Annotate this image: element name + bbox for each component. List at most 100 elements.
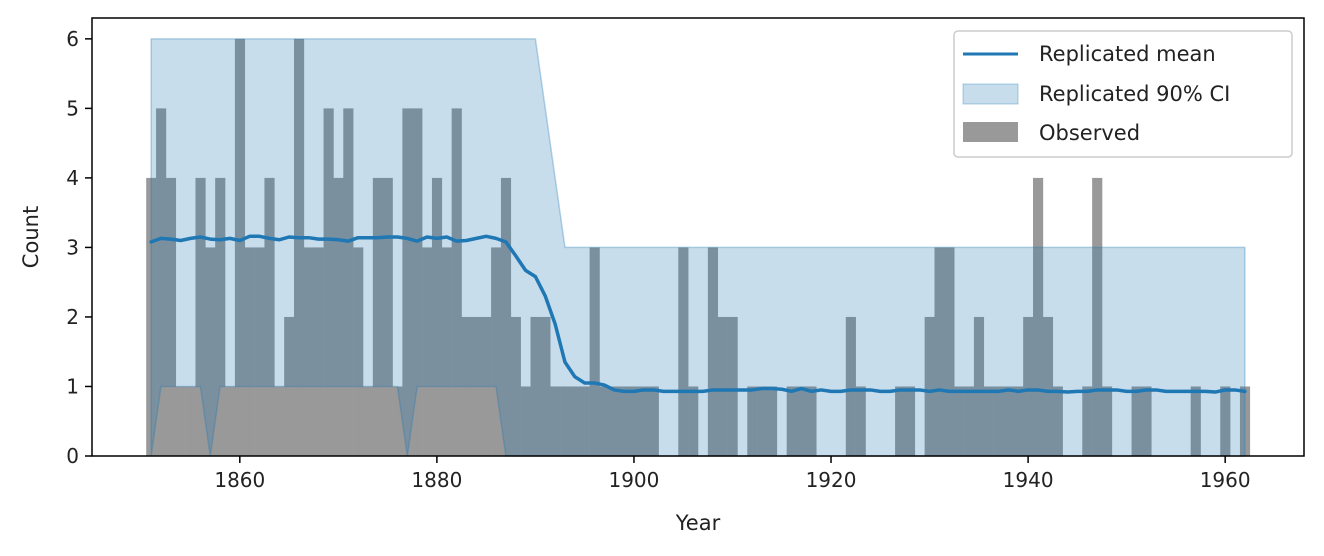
observed-bar	[284, 316, 295, 456]
observed-bar	[1042, 316, 1054, 456]
observed-bar	[619, 386, 630, 456]
observed-bar	[274, 386, 285, 456]
observed-bar	[412, 108, 423, 456]
y-tick-label: 1	[66, 374, 79, 398]
observed-bar	[560, 386, 571, 456]
observed-bar	[796, 386, 807, 456]
observed-bar	[343, 108, 354, 456]
observed-bar	[1013, 386, 1024, 456]
x-axis-label: Year	[675, 511, 721, 535]
y-tick-label: 2	[66, 305, 79, 329]
observed-bar	[1023, 316, 1034, 456]
observed-bar	[747, 386, 758, 456]
observed-bar	[983, 386, 994, 456]
observed-bar	[688, 386, 699, 456]
x-tick-label: 1900	[608, 468, 659, 492]
y-axis-label: Count	[19, 206, 43, 268]
observed-bar	[1131, 386, 1142, 456]
observed-bar	[944, 247, 955, 456]
observed-bar	[264, 177, 275, 456]
observed-bar	[294, 38, 305, 457]
legend: Replicated mean Replicated 90% CI Observ…	[953, 30, 1293, 158]
observed-bar	[954, 386, 965, 456]
observed-bar	[707, 247, 718, 456]
observed-bar	[303, 247, 314, 456]
observed-bar	[372, 177, 383, 456]
observed-bar	[441, 247, 452, 456]
observed-bar	[205, 247, 216, 456]
observed-bar	[1003, 386, 1014, 456]
observed-bar	[569, 386, 581, 456]
y-tick-label: 4	[66, 166, 79, 190]
observed-bar	[717, 316, 728, 456]
y-tick-label: 5	[66, 96, 79, 120]
observed-bar	[727, 316, 738, 456]
observed-bar	[431, 177, 443, 456]
x-tick-label: 1860	[214, 468, 265, 492]
observed-bar	[648, 386, 659, 456]
observed-bar	[313, 247, 324, 456]
observed-bars	[146, 38, 1251, 457]
observed-bar	[461, 316, 472, 456]
observed-bar	[599, 386, 610, 456]
observed-bar	[333, 177, 344, 456]
legend-observed-swatch	[963, 122, 1018, 142]
observed-bar	[806, 386, 817, 456]
observed-bar	[993, 386, 1004, 456]
observed-bar	[1033, 177, 1044, 456]
observed-bar	[1052, 386, 1063, 456]
observed-bar	[973, 316, 985, 456]
observed-bar	[451, 108, 462, 456]
observed-bar	[520, 386, 531, 456]
x-tick-label: 1940	[1003, 468, 1054, 492]
observed-bar	[244, 247, 255, 456]
observed-bar	[589, 247, 600, 456]
x-axis-ticks: 1860 1880 1900 1920 1940 1960	[214, 456, 1251, 492]
mean-line	[149, 234, 1247, 394]
observed-bar	[165, 177, 177, 456]
observed-bar	[579, 386, 590, 456]
observed-bar	[845, 316, 856, 456]
observed-bar	[540, 316, 551, 456]
observed-bar	[362, 386, 374, 456]
observed-bar	[609, 386, 620, 456]
observed-bar	[766, 386, 778, 456]
observed-bar	[550, 386, 561, 456]
y-tick-label: 6	[66, 27, 79, 51]
observed-bar	[422, 247, 433, 456]
observed-bar	[904, 386, 916, 456]
observed-bar	[254, 247, 265, 456]
observed-bar	[530, 316, 541, 456]
observed-bar	[895, 386, 906, 456]
legend-ci-label: Replicated 90% CI	[1039, 82, 1230, 106]
observed-bar	[1092, 177, 1103, 456]
observed-bar	[185, 386, 196, 456]
observed-bar	[678, 247, 689, 456]
observed-bar	[924, 316, 935, 456]
observed-bar	[481, 316, 492, 456]
legend-ci-swatch	[962, 83, 1019, 105]
legend-observed-label: Observed	[1039, 121, 1140, 145]
observed-bar	[491, 247, 502, 456]
observed-bar	[146, 177, 157, 456]
x-tick-label: 1960	[1200, 468, 1251, 492]
observed-bar	[195, 177, 206, 456]
observed-bar	[215, 177, 226, 456]
observed-bar	[402, 108, 413, 456]
observed-bar	[225, 386, 236, 456]
observed-bar	[757, 386, 768, 456]
y-tick-label: 0	[66, 444, 79, 468]
observed-bar	[1102, 386, 1113, 456]
observed-bar	[934, 247, 945, 456]
observed-bar	[1239, 386, 1251, 456]
legend-mean-label: Replicated mean	[1039, 42, 1216, 66]
observed-bar	[382, 177, 393, 456]
observed-bar	[353, 247, 364, 456]
observed-bar	[323, 108, 334, 456]
observed-bar	[855, 386, 866, 456]
observed-bar	[175, 386, 186, 456]
observed-bar	[638, 386, 650, 456]
observed-bar	[786, 386, 797, 456]
y-axis-ticks: 0 1 2 3 4 5 6	[66, 27, 92, 468]
